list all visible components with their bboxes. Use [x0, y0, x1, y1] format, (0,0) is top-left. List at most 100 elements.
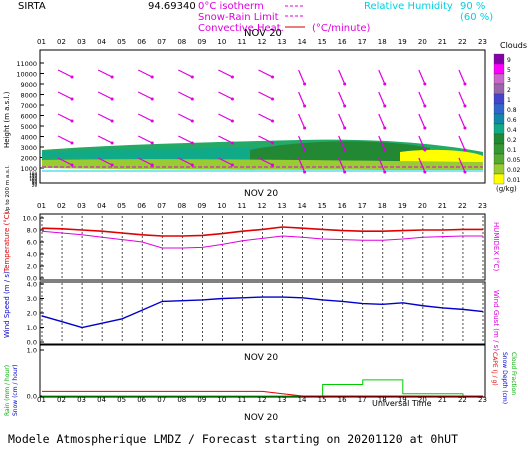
hour-label: 22: [458, 396, 467, 404]
hour-label: 15: [318, 38, 327, 46]
cloud-legend-swatch: [493, 133, 505, 145]
wind-arrow: [57, 157, 73, 166]
wind-arrow-head: [70, 75, 74, 79]
wind-arrow-head: [303, 82, 307, 86]
wind-arrow: [378, 69, 386, 85]
cloud-ytick: 4000: [20, 134, 37, 142]
hour-label: 23: [478, 38, 487, 46]
wind-plot: [41, 283, 484, 343]
date-label-mid: NOV 20: [244, 189, 278, 199]
wind-arrow: [57, 113, 73, 122]
cape-ylabel: CAPE (J / g): [491, 352, 498, 386]
wind-arrow: [178, 91, 193, 100]
date-label-bottom: NOV 20: [244, 413, 278, 423]
ytick-label: 2.0: [27, 310, 37, 318]
cloud-legend-level: 2: [507, 87, 511, 94]
legend-rh-90: 90 %: [460, 1, 485, 12]
wind-arrow: [418, 69, 426, 85]
cloud-legend-level: 0.1: [507, 147, 517, 154]
wind-arrow-head: [230, 163, 234, 167]
wind-arrow: [218, 91, 233, 100]
hour-label: 23: [478, 396, 487, 404]
wind-arrow: [137, 135, 153, 144]
cloud-ytick-low: 40: [32, 182, 38, 187]
hour-label: 20: [418, 38, 427, 46]
wind-arrow: [298, 113, 306, 129]
cloud-legend-swatch: [493, 153, 505, 165]
cloud-legend-level: 0.6: [507, 117, 517, 124]
wind-arrow: [218, 69, 233, 78]
wind-arrow: [418, 91, 426, 107]
ytick-label: 2.0: [27, 263, 37, 271]
wind-arrows: [57, 69, 467, 174]
wind-arrow: [97, 135, 113, 144]
wind-arrow: [178, 135, 193, 144]
hour-label: 13: [278, 396, 287, 404]
legend-isotherm: 0°C isotherm: [198, 1, 264, 12]
wind-arrow-head: [271, 119, 274, 123]
cloud-ytick-low: 180: [29, 171, 37, 176]
ytick-label: 0.0: [27, 275, 37, 283]
wind-arrow: [218, 113, 233, 122]
hour-label: 12: [258, 396, 267, 404]
wind-arrow: [218, 157, 233, 166]
date-label-rain: NOV 20: [244, 353, 278, 363]
hour-label: 01: [37, 38, 46, 46]
cloud-ytick: 11000: [16, 60, 37, 68]
legend-convective-unit: (°C/minute): [312, 23, 371, 34]
wind-arrow: [458, 157, 466, 173]
legend-rh: Relative Humidity: [364, 1, 453, 12]
hour-label: 07: [157, 38, 166, 46]
hour-label: 19: [398, 38, 407, 46]
hour-label: 05: [117, 38, 126, 46]
cloud-ytick-low: 80: [32, 179, 38, 184]
hour-label: 14: [298, 202, 307, 210]
wind-arrow-head: [110, 119, 114, 123]
hour-label: 08: [177, 38, 186, 46]
temp-panel: [39, 213, 486, 281]
hour-label: 07: [157, 202, 166, 210]
hour-label: 03: [77, 396, 86, 404]
wind-arrow: [418, 157, 426, 173]
hour-label: 11: [237, 38, 246, 46]
cloud-layer-upper: [42, 146, 300, 160]
wind-arrow: [137, 113, 153, 122]
hour-label: 23: [478, 202, 487, 210]
ytick-label: 4.0: [27, 281, 37, 289]
wind-arrow: [178, 69, 193, 78]
hour-label: 17: [358, 202, 367, 210]
ytick-label: 8.0: [27, 227, 37, 235]
cloud-fraction-ylabel: Cloud Fraction: [510, 352, 517, 395]
wind-arrow-head: [463, 170, 467, 174]
wind-arrow-head: [271, 141, 274, 145]
hour-label: 20: [418, 202, 427, 210]
wind-arrow: [97, 113, 113, 122]
wind-arrow-head: [383, 170, 387, 174]
wind-arrow: [258, 91, 273, 100]
hour-label: 04: [97, 396, 106, 404]
hour-label: 06: [137, 202, 146, 210]
wind-arrow: [338, 69, 346, 85]
ytick-label: 1.0: [27, 347, 37, 355]
cloud-legend-level: 0.05: [507, 157, 521, 164]
hour-label: 10: [217, 396, 226, 404]
cloud-legend-swatch: [493, 163, 505, 175]
wind-arrow-head: [110, 141, 114, 145]
wind-arrow-head: [271, 75, 274, 79]
wind-arrow: [378, 135, 386, 151]
wind-arrow-head: [190, 141, 194, 145]
wind-arrow-head: [190, 97, 194, 101]
wind-arrow-head: [70, 163, 74, 167]
hour-label: 04: [97, 202, 106, 210]
ytick-label: 0.0: [27, 339, 37, 347]
cloud-ytick: 6000: [20, 113, 37, 121]
hour-label: 15: [318, 202, 327, 210]
hour-label: 20: [418, 396, 427, 404]
wind-arrow-head: [463, 126, 467, 130]
hour-label: 02: [57, 396, 66, 404]
cloud-ytick: 2000: [20, 155, 37, 163]
hour-label: 17: [358, 38, 367, 46]
cloud-legend-title: Clouds: [500, 41, 527, 50]
wind-arrow: [178, 113, 193, 122]
